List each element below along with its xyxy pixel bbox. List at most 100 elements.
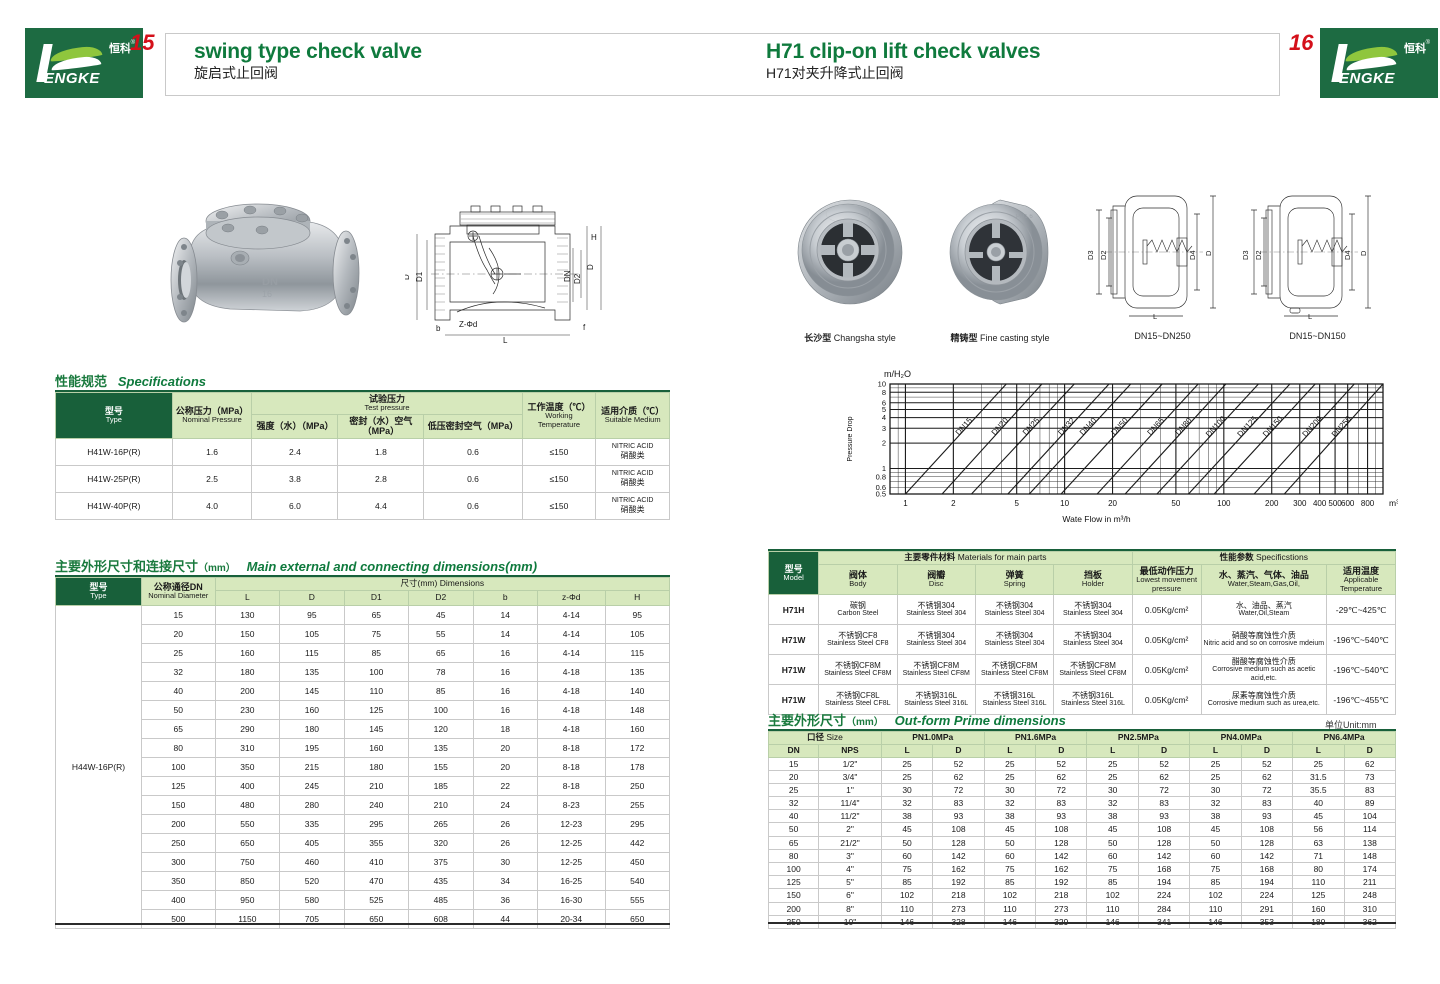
table-cell: 8-18 [536, 775, 606, 796]
table-cell: 38 [983, 809, 1037, 824]
table-cell: 72 [932, 782, 985, 798]
svg-text:D2: D2 [1254, 250, 1263, 260]
svg-text:0.8: 0.8 [876, 472, 886, 481]
table-row: 15 1/2" 25 52 25 52 25 52 25 52 25 62 [767, 756, 1396, 771]
table-cell: 4-18 [536, 718, 606, 739]
svg-text:f: f [583, 323, 586, 332]
table-row: 40 11/2" 38 93 38 93 38 93 38 93 45 104 [767, 809, 1396, 824]
mat-body-cell: 碳钢 Carbon Steel [818, 594, 898, 626]
table-cell: 108 [1137, 822, 1191, 837]
table-cell: 195 [279, 737, 345, 758]
outform-subheader-L: L [1086, 743, 1139, 758]
mat-th-medium: 水、蒸汽、气体、油品 Water,Steam,Gas,Oil, [1200, 563, 1328, 596]
left-bottom-rule [55, 923, 670, 925]
table-cell: 255 [604, 794, 670, 815]
table-cell: 15 [767, 756, 820, 771]
table-cell: 150 [214, 623, 281, 644]
table-cell: 150 [140, 794, 216, 815]
table-row: 125 5" 85 192 85 192 85 194 85 194 110 211 [767, 875, 1396, 890]
table-cell: 650 [343, 908, 410, 929]
outform-subheader-L: L [983, 743, 1037, 758]
table-cell: 38 [1086, 809, 1139, 824]
photo-caption-changsha: 长沙型 Changsha style [804, 333, 896, 343]
table-cell: 273 [932, 901, 985, 916]
table-cell: 108 [1035, 822, 1088, 837]
title-en-right: H71 clip-on lift check valves [766, 40, 1041, 63]
table-cell: 52 [1240, 756, 1294, 771]
table-cell: 8-18 [536, 756, 606, 777]
dim-th-type: 型号 Type [55, 577, 142, 606]
mat-model-cell: H71W [767, 684, 820, 716]
table-cell: 146 [1086, 914, 1139, 929]
outform-th-PN25MPa: PN2.5MPa [1086, 731, 1191, 745]
table-cell: 60 [880, 848, 934, 864]
mat-body-cell: 不锈钢CF8M Stainless Steel CF8M [818, 654, 898, 686]
table-cell: 135 [604, 661, 670, 682]
table-cell: 25 [1189, 769, 1242, 784]
svg-text:D: D [586, 264, 595, 270]
table-cell: 180 [279, 718, 345, 739]
table-cell: 400 [140, 889, 216, 910]
table-cell: 83 [1240, 796, 1294, 811]
table-cell: 30 [983, 782, 1037, 798]
table-row: 80 3" 60 142 60 142 60 142 60 142 71 148 [767, 848, 1396, 864]
table-cell: 4-18 [536, 661, 606, 682]
table-cell: 83 [1035, 796, 1088, 811]
table-cell: 100 [343, 661, 410, 682]
table-row: H71W 不锈钢CF8M Stainless Steel CF8M 不锈钢CF8M St… [767, 654, 1396, 686]
table-cell: ≤150 [521, 491, 597, 520]
table-cell: 1.6 [171, 437, 253, 466]
table-cell: 38 [880, 809, 934, 824]
svg-text:m/H₂O: m/H₂O [884, 369, 911, 379]
svg-text:1: 1 [882, 464, 886, 473]
table-cell: 25 [880, 756, 934, 771]
table-cell: 30 [1086, 782, 1139, 798]
table-cell: 40 [1292, 796, 1345, 811]
table-cell: 26 [472, 813, 538, 834]
svg-text:Pressure Drop: Pressure Drop [847, 416, 854, 461]
table-cell: 210 [343, 775, 410, 796]
table-cell: 73 [1343, 769, 1396, 784]
table-cell: ≤150 [521, 437, 597, 466]
table-cell: 4" [818, 862, 882, 877]
table-cell: 200 [140, 813, 216, 834]
table-cell: 405 [279, 832, 345, 853]
table-row: 200 550 335 295 265 26 12-23 295 [56, 813, 670, 834]
table-cell: 15 [140, 604, 216, 625]
table-cell: 85 [343, 642, 410, 663]
outform-subheader-D: D [1137, 743, 1191, 758]
table-cell: 0.6 [423, 437, 523, 466]
table-cell: 45 [1086, 822, 1139, 837]
table-cell-medium: NITRIC ACID 硝酸类 [595, 491, 670, 520]
table-cell: 2.8 [337, 464, 425, 493]
table-cell: 63 [1292, 835, 1345, 850]
table-cell: 128 [1035, 835, 1088, 850]
svg-text:D3: D3 [1086, 250, 1095, 260]
dim-subheader-D1: D1 [343, 589, 410, 606]
dim-heading-unit: （mm） [198, 563, 236, 574]
table-cell: 110 [1189, 901, 1242, 916]
table-cell: 310 [214, 737, 281, 758]
table-cell: 65 [140, 718, 216, 739]
table-cell: 192 [1035, 875, 1088, 890]
table-cell: 16 [472, 699, 538, 720]
outform-heading-en: Out-form Prime dimensions [894, 713, 1066, 728]
table-cell: 180 [343, 756, 410, 777]
outform-subheader-D: D [932, 743, 985, 758]
mat-pressure-cell: 0.05Kg/cm² [1131, 684, 1202, 716]
table-cell: 300 [140, 851, 216, 872]
table-cell: 56 [1292, 822, 1345, 837]
drawing-caption-dn15-dn250: DN15~DN250 [1134, 331, 1191, 341]
table-cell: 290 [214, 718, 281, 739]
svg-text:H: H [591, 233, 597, 242]
page-number-right: 16 [1289, 30, 1314, 55]
spec-th-seal: 密封（水）空气（MPa） [337, 413, 425, 439]
table-cell: 52 [932, 756, 985, 771]
table-cell: 950 [214, 889, 281, 910]
mat-th-body: 阀体 Body [818, 563, 898, 596]
table-row: 20 150 105 75 55 14 4-14 105 [56, 623, 670, 644]
table-cell: 4.4 [337, 491, 425, 520]
table-cell: 353 [1240, 914, 1294, 929]
table-cell: 400 [214, 775, 281, 796]
table-cell: 108 [1240, 822, 1294, 837]
